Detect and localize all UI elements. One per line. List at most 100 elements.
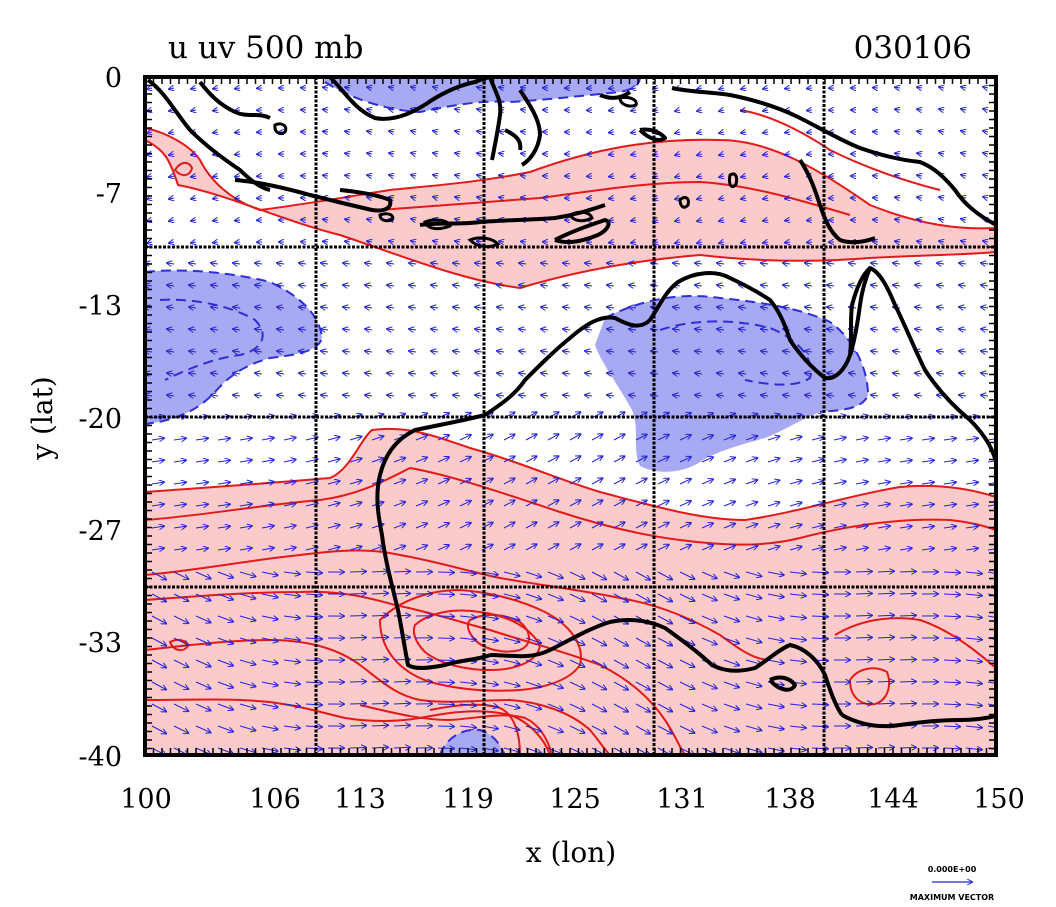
wind-vector <box>261 438 274 440</box>
wind-vector <box>937 263 945 264</box>
wind-vector <box>217 571 233 578</box>
wind-vector <box>459 501 471 507</box>
wind-vector <box>305 748 322 749</box>
wind-vector <box>299 329 307 330</box>
wind-vector <box>983 241 988 242</box>
wind-vector <box>591 571 606 579</box>
wind-vector <box>871 395 879 396</box>
wind-vector <box>305 682 322 683</box>
wind-vector <box>437 726 454 727</box>
wind-vector <box>239 460 252 462</box>
wind-vector <box>675 242 680 243</box>
wind-vector <box>283 504 296 507</box>
wind-vector <box>921 548 934 550</box>
wind-vector <box>701 681 717 688</box>
x-tick-label: 131 <box>656 784 708 815</box>
wind-vector <box>609 154 614 155</box>
wind-vector <box>167 395 175 396</box>
wind-vector <box>789 704 806 706</box>
wind-vector <box>761 395 769 396</box>
wind-vector <box>239 637 255 643</box>
wind-vector <box>321 285 329 286</box>
wind-vector <box>613 637 628 646</box>
wind-vector <box>965 526 978 528</box>
wind-vector <box>283 438 296 441</box>
wind-vector <box>167 329 175 330</box>
wind-vector <box>679 703 694 711</box>
wind-vector <box>899 460 912 462</box>
y-tick-label: 0 <box>105 63 122 94</box>
wind-vector <box>497 329 505 330</box>
wind-vector <box>343 329 351 330</box>
wind-vector <box>393 725 410 726</box>
wind-vector <box>365 263 373 264</box>
wind-vector <box>327 547 340 550</box>
vector-legend: 0.000E+00 MAXIMUM VECTOR <box>910 865 994 902</box>
wind-vector <box>321 263 329 264</box>
wind-vector <box>519 373 527 374</box>
wind-vector <box>541 373 549 374</box>
wind-vector <box>591 703 606 711</box>
wind-vector <box>431 395 439 396</box>
wind-vector <box>521 132 526 133</box>
wind-vector <box>371 659 388 660</box>
wind-vector <box>343 395 351 396</box>
wind-vector <box>657 659 672 668</box>
wind-vector <box>939 153 944 154</box>
wind-vector <box>169 132 174 133</box>
map-date: 030106 <box>854 30 972 66</box>
wind-vector <box>701 435 713 441</box>
wind-vector <box>805 285 813 286</box>
wind-vector <box>877 548 890 550</box>
wind-vector <box>147 198 152 199</box>
wind-vector <box>389 153 394 154</box>
wind-vector <box>321 395 329 396</box>
wind-vector <box>767 414 779 418</box>
wind-vector <box>741 198 746 199</box>
wind-vector <box>323 131 328 132</box>
wind-vector <box>609 242 614 243</box>
wind-vector <box>233 263 241 264</box>
wind-vector <box>855 593 872 594</box>
wind-vector <box>277 329 285 330</box>
wind-vector <box>305 503 318 506</box>
wind-vector <box>789 572 806 574</box>
wind-vector <box>563 395 571 396</box>
wind-vector <box>299 263 307 264</box>
wind-vector <box>277 351 285 352</box>
wind-vector <box>653 220 658 221</box>
wind-vector <box>789 748 806 750</box>
wind-vector <box>169 242 174 243</box>
wind-vector <box>213 242 218 243</box>
wind-vector <box>651 373 659 374</box>
wind-vector <box>233 373 241 374</box>
wind-vector <box>239 615 255 621</box>
wind-vector <box>151 703 166 712</box>
wind-vector <box>767 704 784 707</box>
wind-vector <box>169 88 174 89</box>
wind-vector <box>939 87 944 88</box>
wind-vector <box>585 395 593 396</box>
wind-vector <box>541 263 549 264</box>
wind-vector <box>679 457 691 463</box>
timor-coast <box>554 218 611 245</box>
wind-vector <box>437 660 454 661</box>
wind-vector <box>631 154 636 155</box>
wind-vector <box>877 438 890 440</box>
x-tick-label: 119 <box>442 784 494 815</box>
wind-vector <box>983 153 988 154</box>
wind-vector <box>679 479 691 485</box>
wind-vector <box>189 395 197 396</box>
wind-vector <box>563 285 571 286</box>
wind-vector <box>767 480 779 484</box>
wind-vector <box>965 616 982 618</box>
wind-vector <box>723 571 739 577</box>
wind-vector <box>631 242 636 243</box>
wind-vector <box>987 438 996 440</box>
wind-vector <box>387 307 395 308</box>
wind-vector <box>277 263 285 264</box>
wind-vector <box>805 263 813 264</box>
wind-vector <box>939 241 944 242</box>
wind-vector <box>191 110 196 111</box>
new-guinea-south-coast <box>798 158 876 245</box>
